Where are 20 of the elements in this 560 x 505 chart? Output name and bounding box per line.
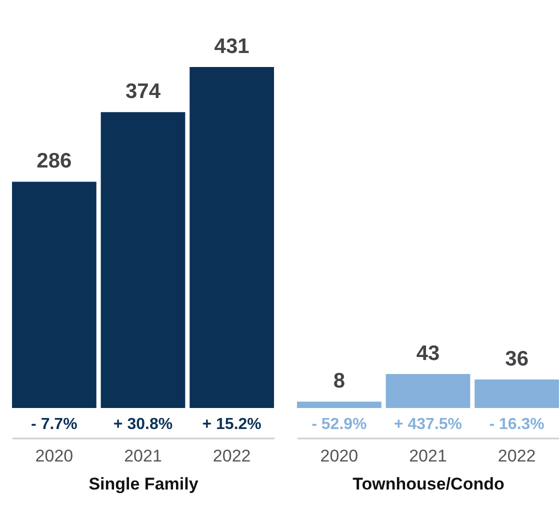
x-tick-label: 2021 [124,446,162,466]
annotation: - 52.9% [312,416,367,433]
x-tick-label: 2022 [212,446,251,466]
data-label: 374 [125,80,161,104]
data-label: 36 [505,348,528,371]
data-label: 8 [333,370,346,393]
x-tick-label: 2020 [35,446,74,466]
annotation: + 30.8% [113,416,173,433]
data-label: 431 [214,35,250,58]
annotation: + 437.5% [394,416,462,433]
x-axis-title: Single Family [88,474,199,494]
x-axis-title: Townhouse/Condo [352,474,504,494]
data-label: 43 [416,342,440,365]
annotation: + 15.2% [202,416,262,433]
annotation: - 16.3% [489,416,544,433]
x-tick-label: 2022 [498,446,536,466]
data-label: 286 [36,150,72,173]
x-tick-label: 2020 [320,446,358,466]
x-tick-label: 2021 [409,446,447,466]
annotation: - 7.7% [31,416,78,433]
